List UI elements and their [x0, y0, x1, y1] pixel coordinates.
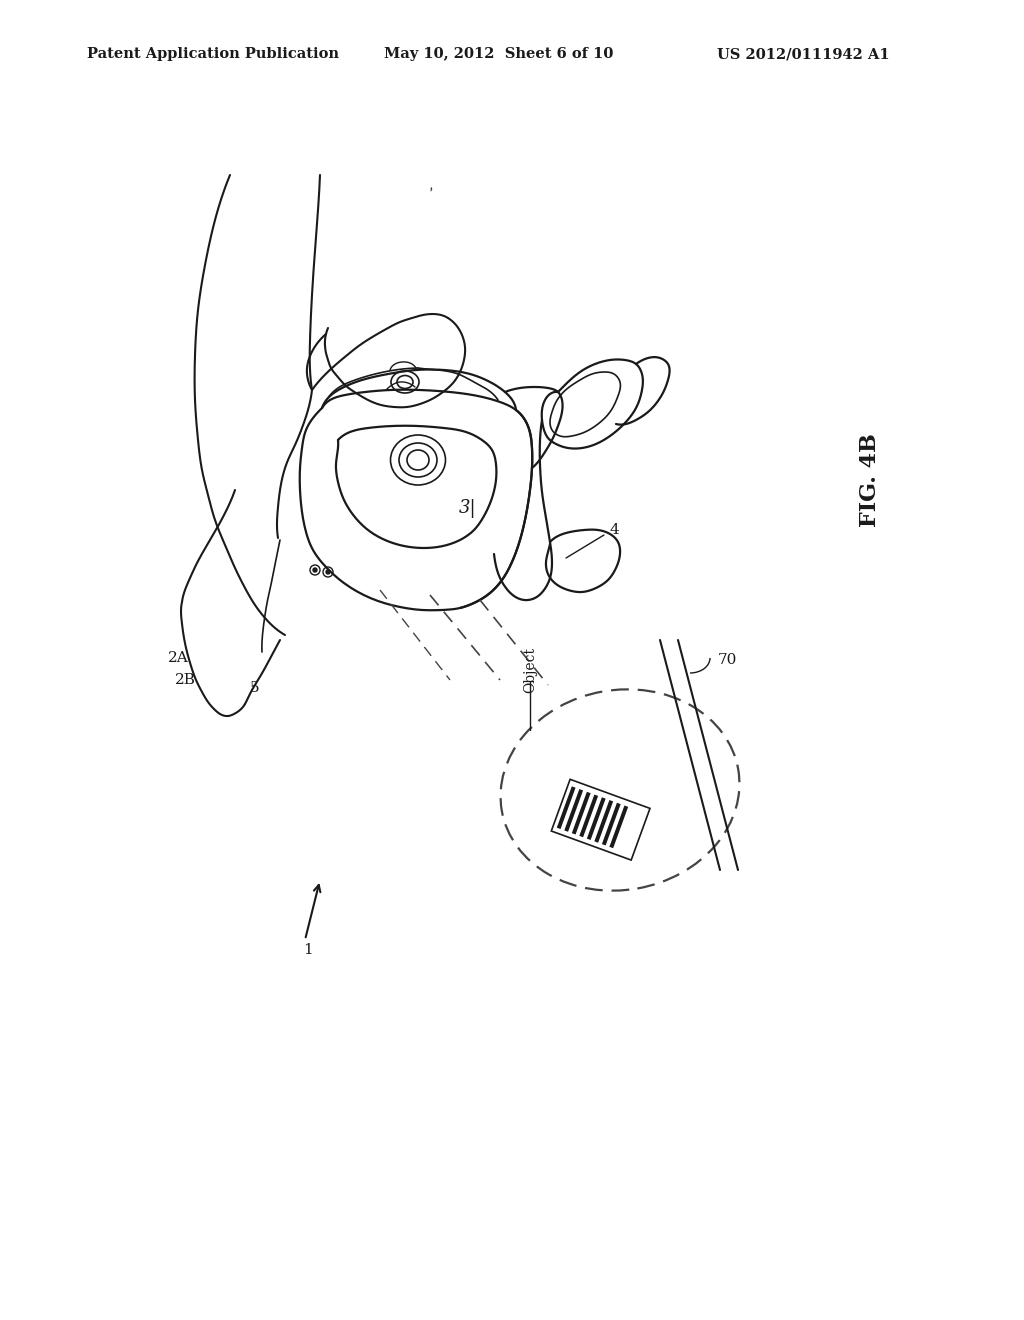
Ellipse shape: [313, 568, 317, 572]
Ellipse shape: [326, 570, 330, 574]
Bar: [594, 800, 613, 842]
Text: 2A: 2A: [168, 651, 188, 665]
Text: Object: Object: [523, 647, 537, 693]
Bar: [564, 789, 583, 832]
Text: 4: 4: [610, 523, 620, 537]
Text: 5: 5: [250, 681, 260, 696]
Text: 70: 70: [718, 653, 737, 667]
Text: May 10, 2012  Sheet 6 of 10: May 10, 2012 Sheet 6 of 10: [384, 48, 613, 61]
Text: 2B: 2B: [174, 673, 196, 686]
Bar: [571, 792, 591, 834]
Bar: [609, 805, 628, 849]
Text: 3|: 3|: [459, 499, 477, 517]
Text: FIG. 4B: FIG. 4B: [859, 433, 881, 527]
Bar: [602, 803, 621, 846]
Text: Patent Application Publication: Patent Application Publication: [87, 48, 339, 61]
Bar: [587, 797, 605, 840]
Text: 1: 1: [303, 942, 313, 957]
Bar: [557, 787, 575, 829]
Bar: [580, 795, 598, 837]
Bar: [551, 779, 650, 861]
Text: ,: ,: [426, 178, 434, 193]
Text: US 2012/0111942 A1: US 2012/0111942 A1: [717, 48, 890, 61]
